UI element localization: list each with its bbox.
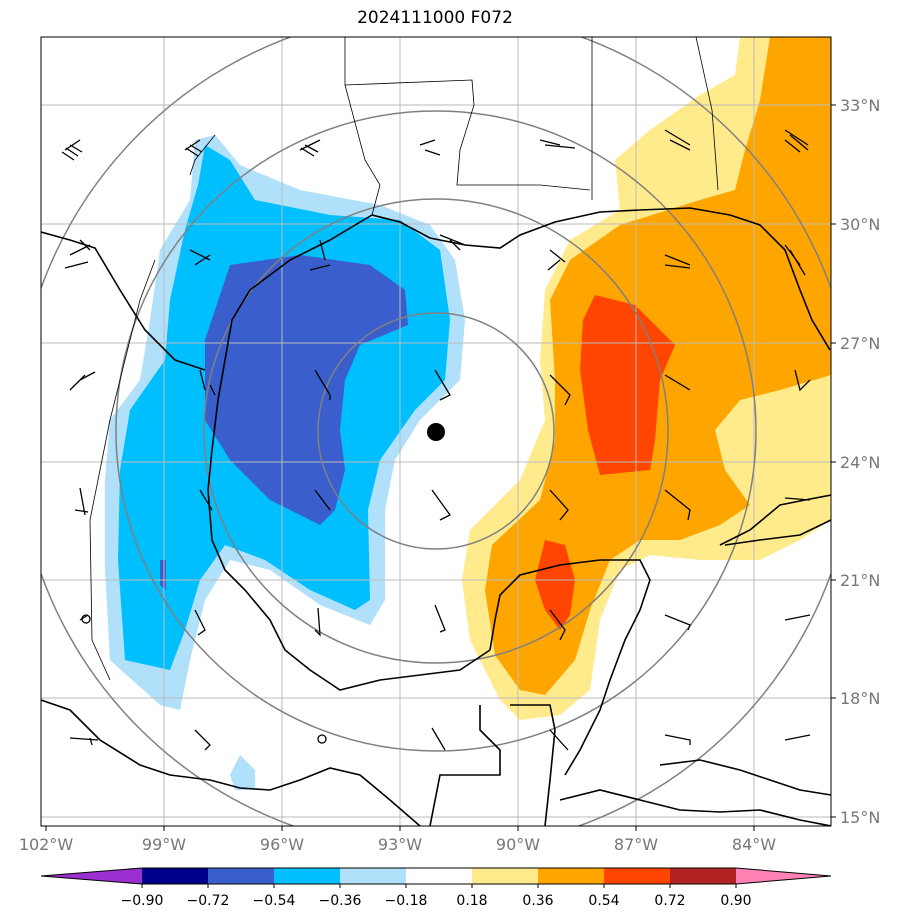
anomaly-dark-blue-small [160, 560, 166, 590]
colorbar-tick-label: 0.72 [654, 893, 685, 909]
lon-label: 102°W [19, 835, 74, 854]
colorbar-segment [538, 868, 604, 884]
lon-label: 93°W [378, 835, 422, 854]
wind-barbs [61, 129, 811, 751]
lat-label: 33°N [840, 96, 880, 115]
lon-label: 90°W [496, 835, 540, 854]
colorbar-segment [340, 868, 406, 884]
colorbar-tick-label: 0.90 [720, 893, 751, 909]
colorbar-segment [406, 868, 472, 884]
lat-label: 27°N [840, 334, 880, 353]
colorbar-segment [142, 868, 208, 884]
colorbar-segment [604, 868, 670, 884]
calm-circle [81, 614, 91, 624]
lon-label: 84°W [732, 835, 776, 854]
anomaly-light-blue-small [230, 755, 255, 790]
map-title: 2024111000 F072 [357, 8, 513, 28]
colorbar-extend-high [736, 868, 831, 884]
lat-label: 15°N [840, 808, 880, 827]
latitude-labels: 33°N 30°N 27°N 24°N 21°N 18°N 15°N [840, 96, 880, 827]
colorbar-tick-label: −0.54 [253, 893, 296, 909]
lat-label: 21°N [840, 571, 880, 590]
anomaly-red-south [535, 540, 575, 630]
colorbar-tick-label: −0.72 [187, 893, 230, 909]
map-frame [40, 36, 832, 827]
colorbar-tick-label: 0.36 [522, 893, 553, 909]
colorbar-tick-label: −0.90 [121, 893, 164, 909]
colorbar-segment [472, 868, 538, 884]
state-borders [89, 37, 719, 681]
colorbar-tick-label: 0.54 [588, 893, 619, 909]
lon-label: 87°W [614, 835, 658, 854]
axis-ticks [45, 104, 836, 831]
grid-lines [41, 37, 831, 826]
colorbar-extend-low [41, 868, 142, 884]
colorbar: −0.90 −0.72 −0.54 −0.36 −0.18 0.18 0.36 0.54 0.7… [40, 867, 832, 909]
lon-label: 99°W [142, 835, 186, 854]
anomaly-dark-blue [205, 255, 408, 525]
colorbar-segment [208, 868, 274, 884]
colorbar-tick-label: 0.18 [456, 893, 487, 909]
colorbar-segment [670, 868, 736, 884]
map-area [41, 37, 831, 826]
longitude-labels: 102°W 99°W 96°W 93°W 90°W 87°W 84°W [19, 835, 776, 854]
lat-label: 18°N [840, 689, 880, 708]
colorbar-tick-label: −0.36 [319, 893, 362, 909]
colorbar-tick-label: −0.18 [385, 893, 428, 909]
anomaly-red-north [580, 295, 675, 475]
lat-label: 24°N [840, 453, 880, 472]
storm-center-marker [427, 423, 445, 441]
coastlines [41, 207, 831, 826]
colorbar-segment [274, 868, 340, 884]
lat-label: 30°N [840, 215, 880, 234]
calm-circle [317, 734, 327, 744]
distance-rings [41, 37, 831, 826]
lon-label: 96°W [260, 835, 304, 854]
